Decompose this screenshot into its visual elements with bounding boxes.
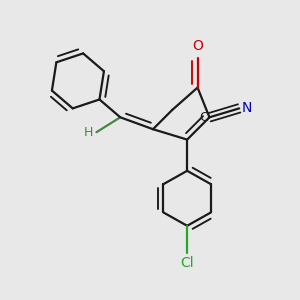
Text: H: H bbox=[84, 126, 94, 139]
Text: O: O bbox=[192, 39, 203, 53]
Text: C: C bbox=[199, 111, 208, 124]
Text: N: N bbox=[242, 101, 252, 116]
Text: Cl: Cl bbox=[180, 256, 194, 269]
